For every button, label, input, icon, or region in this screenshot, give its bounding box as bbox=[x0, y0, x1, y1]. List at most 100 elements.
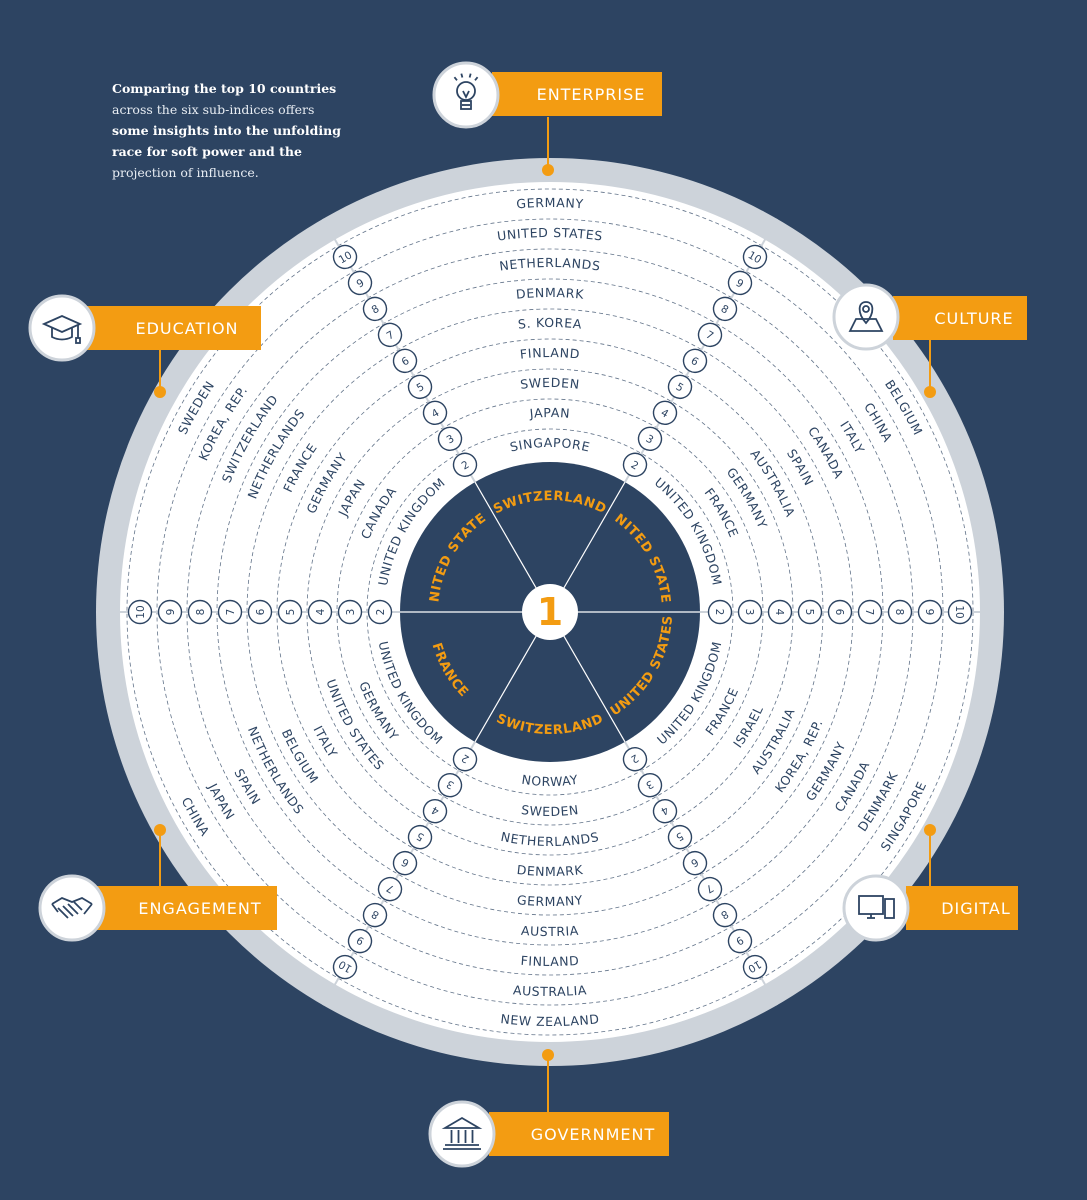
handshake-icon-glyph bbox=[51, 896, 93, 919]
rank-badge-3-8: 8 bbox=[712, 902, 738, 928]
svg-text:7: 7 bbox=[385, 329, 397, 343]
rank-badge-0-5: 5 bbox=[407, 374, 433, 400]
svg-text:4: 4 bbox=[315, 608, 327, 615]
rank-badge-2-3: 3 bbox=[737, 599, 763, 625]
country-enterprise-rank-5: FINLAND bbox=[519, 345, 581, 362]
category-label: CULTURE bbox=[934, 309, 1013, 328]
rank-badge-4-4: 4 bbox=[422, 798, 448, 824]
rank-badge-3-9: 9 bbox=[727, 928, 753, 954]
rank-badge-4-9: 9 bbox=[347, 928, 373, 954]
rank-badge-0-6: 6 bbox=[392, 348, 418, 374]
connector-dot bbox=[924, 824, 936, 836]
intro-line-1: Comparing the top 10 countries bbox=[112, 81, 337, 96]
svg-text:10: 10 bbox=[953, 605, 965, 618]
connector-dot bbox=[542, 164, 554, 176]
country-government-rank-10: NEW ZEALAND bbox=[500, 1011, 600, 1029]
svg-text:3: 3 bbox=[644, 433, 656, 447]
svg-text:7: 7 bbox=[704, 329, 716, 343]
country-enterprise-rank-4: SWEDEN bbox=[519, 375, 580, 392]
rank-badge-5-8: 8 bbox=[187, 599, 213, 625]
rank-badge-3-5: 5 bbox=[667, 824, 693, 850]
category-label: ENGAGEMENT bbox=[138, 899, 261, 918]
svg-text:7: 7 bbox=[385, 881, 397, 895]
rank-badge-4-10: 10 bbox=[332, 954, 358, 980]
lightbulb-icon-glyph bbox=[453, 73, 479, 110]
devices-icon-glyph bbox=[858, 895, 895, 919]
connector-dot bbox=[924, 386, 936, 398]
rank-badge-5-4: 4 bbox=[307, 599, 333, 625]
rank-badge-2-6: 6 bbox=[827, 599, 853, 625]
svg-text:3: 3 bbox=[445, 433, 457, 447]
category-box bbox=[95, 886, 277, 930]
svg-text:7: 7 bbox=[225, 609, 237, 616]
svg-text:7: 7 bbox=[704, 881, 716, 895]
svg-text:9: 9 bbox=[355, 933, 367, 947]
country-enterprise-rank-8: NETHERLANDS bbox=[498, 255, 601, 274]
connector-dot bbox=[154, 824, 166, 836]
svg-text:5: 5 bbox=[674, 381, 686, 395]
svg-text:9: 9 bbox=[734, 277, 746, 291]
svg-text:6: 6 bbox=[833, 609, 845, 616]
center-circle bbox=[522, 584, 578, 640]
rank-badge-2-2: 2 bbox=[707, 599, 733, 625]
rank-badge-2-9: 9 bbox=[917, 599, 943, 625]
intro-line-2: across the six sub-indices offers bbox=[112, 102, 315, 117]
svg-text:8: 8 bbox=[370, 303, 382, 317]
country-government-rank-5: DENMARK bbox=[516, 862, 584, 879]
rank-badge-0-9: 9 bbox=[347, 270, 373, 296]
rank-badge-3-4: 4 bbox=[652, 798, 678, 824]
intro-line-5: projection of influence. bbox=[112, 165, 259, 180]
devices-icon bbox=[842, 874, 910, 942]
category-enterprise: ENTERPRISE bbox=[432, 61, 662, 176]
category-box bbox=[85, 306, 261, 350]
rank-badge-5-7: 7 bbox=[217, 599, 243, 625]
rank-badge-3-10: 10 bbox=[742, 954, 768, 980]
country-enterprise-rank-2: SINGAPORE bbox=[508, 435, 591, 455]
map-pin-icon bbox=[832, 283, 900, 351]
rank-badge-5-10: 10 bbox=[127, 599, 153, 625]
graduation-cap-icon bbox=[28, 294, 96, 362]
rank-badge-1-2: 2 bbox=[622, 452, 648, 477]
rank-badge-0-7: 7 bbox=[377, 322, 403, 348]
rank-badge-1-3: 3 bbox=[637, 426, 663, 451]
rank-badge-1-4: 4 bbox=[652, 400, 678, 426]
rank-badge-5-6: 6 bbox=[247, 599, 273, 625]
rank-badge-4-5: 5 bbox=[407, 824, 433, 850]
country-government-rank-7: AUSTRIA bbox=[521, 923, 580, 939]
connector-dot bbox=[154, 386, 166, 398]
svg-text:10: 10 bbox=[746, 958, 764, 975]
map-pin-icon-glyph bbox=[848, 301, 884, 332]
svg-text:5: 5 bbox=[285, 609, 297, 616]
country-government-rank-6: GERMANY bbox=[516, 892, 583, 909]
rank-badge-0-3: 3 bbox=[437, 426, 463, 451]
building-icon bbox=[428, 1100, 496, 1168]
rank-badge-3-7: 7 bbox=[697, 876, 723, 902]
rank-badge-1-10: 10 bbox=[742, 244, 768, 270]
rank-badge-5-3: 3 bbox=[337, 599, 363, 625]
svg-text:3: 3 bbox=[445, 777, 457, 791]
category-box bbox=[489, 1112, 669, 1156]
svg-text:5: 5 bbox=[674, 829, 686, 843]
rank-badge-2-8: 8 bbox=[887, 599, 913, 625]
country-government-rank-2: NORWAY bbox=[521, 772, 580, 789]
svg-text:8: 8 bbox=[893, 609, 905, 616]
rank-badge-2-7: 7 bbox=[857, 599, 883, 625]
svg-text:9: 9 bbox=[734, 933, 746, 947]
svg-text:8: 8 bbox=[719, 303, 731, 317]
rank-badge-5-9: 9 bbox=[157, 599, 183, 625]
category-box bbox=[492, 72, 662, 116]
category-government: GOVERNMENT bbox=[428, 1049, 669, 1168]
svg-text:10: 10 bbox=[746, 249, 764, 266]
rank-badge-4-7: 7 bbox=[377, 876, 403, 902]
svg-text:10: 10 bbox=[337, 249, 355, 266]
category-label: GOVERNMENT bbox=[531, 1125, 656, 1144]
svg-text:9: 9 bbox=[355, 277, 367, 291]
rank-badge-4-6: 6 bbox=[392, 850, 418, 876]
country-enterprise-rank-9: UNITED STATES bbox=[496, 225, 604, 244]
intro-line-3: some insights into the unfolding bbox=[112, 123, 341, 138]
rank-badge-0-4: 4 bbox=[422, 400, 448, 426]
svg-text:8: 8 bbox=[370, 907, 382, 921]
country-enterprise-rank-10: GERMANY bbox=[516, 195, 584, 211]
rank-badge-4-8: 8 bbox=[362, 902, 388, 928]
